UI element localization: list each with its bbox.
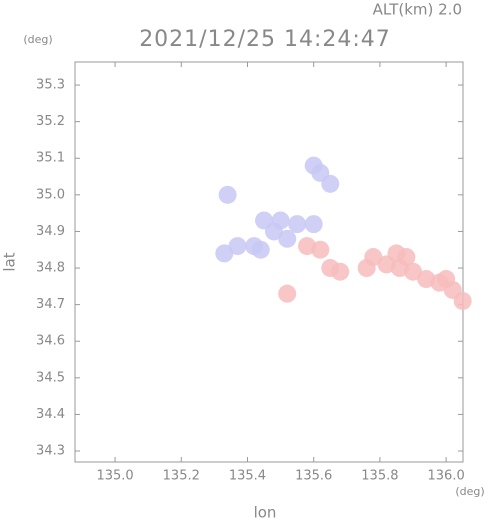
altitude: ALT(km) 2.0: [373, 1, 462, 19]
echo-patch: [215, 244, 234, 263]
echo-patch: [218, 185, 237, 204]
echo-patch: [251, 240, 270, 259]
plot-frame: [74, 61, 464, 463]
chart-title: 2021/12/25 14:24:47: [139, 27, 391, 52]
y-tick-label: 34.4: [36, 407, 65, 422]
echo-patch: [397, 248, 416, 267]
echo-patch: [304, 215, 323, 234]
y-tick-label: 35.0: [36, 187, 65, 202]
y-tick-label: 35.2: [36, 114, 65, 129]
echo-patch: [278, 229, 297, 248]
x-tick-label: 135.4: [229, 469, 266, 484]
x-tick-label: 135.8: [361, 469, 398, 484]
echo-patch: [357, 259, 376, 278]
x-tick-label: 135.0: [96, 469, 133, 484]
echo-patch: [321, 174, 340, 193]
y-tick-label: 34.6: [36, 334, 65, 349]
echo-patch: [264, 222, 283, 241]
lon-unit: (deg): [455, 485, 484, 498]
y-tick-label: 34.3: [36, 444, 65, 459]
echo-patch: [288, 215, 307, 234]
y-tick-label: 34.7: [36, 297, 65, 312]
y-tick-label: 34.8: [36, 261, 65, 276]
y-tick-label: 34.9: [36, 224, 65, 239]
y-axis-label: lat: [1, 252, 19, 271]
echo-patch: [437, 270, 456, 289]
echo-patch: [278, 284, 297, 303]
echo-patch: [228, 237, 247, 256]
y-tick-label: 35.1: [36, 151, 65, 166]
lat-unit: (deg): [23, 33, 52, 46]
echo-patch: [311, 240, 330, 259]
y-tick-label: 35.3: [36, 78, 65, 93]
y-tick-label: 34.5: [36, 370, 65, 385]
echo-patch: [453, 291, 472, 310]
x-tick-label: 136.0: [428, 469, 465, 484]
x-tick-label: 135.2: [163, 469, 200, 484]
x-tick-label: 135.6: [295, 469, 332, 484]
echo-patch: [331, 262, 350, 281]
echo-patch: [404, 262, 423, 281]
x-axis-label: lon: [254, 504, 277, 521]
